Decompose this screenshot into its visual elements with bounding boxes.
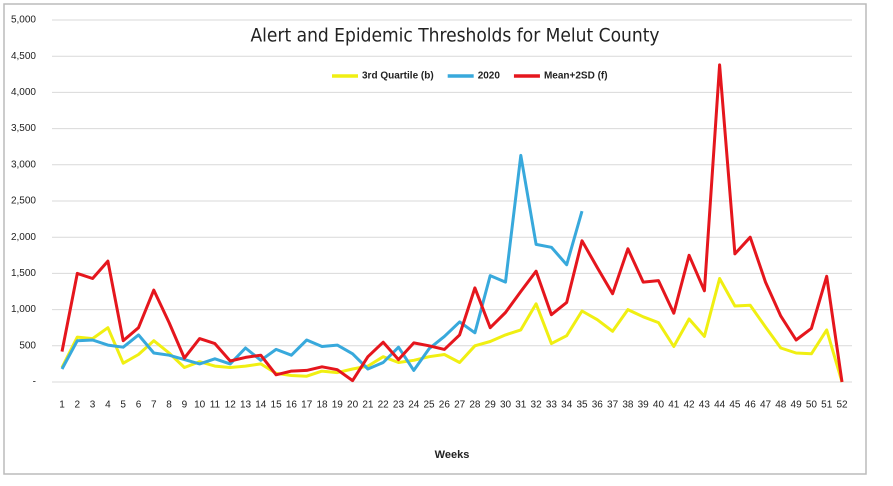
x-tick-label: 27 xyxy=(454,400,466,411)
y-tick-label: 5,000 xyxy=(11,15,36,26)
x-tick-label: 38 xyxy=(622,400,634,411)
x-tick-label: 26 xyxy=(439,400,451,411)
y-tick-label: 4,500 xyxy=(11,51,36,62)
chart-title: Alert and Epidemic Thresholds for Melut … xyxy=(250,25,659,47)
x-tick-label: 23 xyxy=(393,400,405,411)
x-axis-label: Weeks xyxy=(435,449,470,461)
x-tick-label: 37 xyxy=(607,400,619,411)
x-tick-label: 32 xyxy=(531,400,543,411)
x-tick-label: 13 xyxy=(240,400,252,411)
x-tick-label: 44 xyxy=(714,400,726,411)
x-tick-label: 15 xyxy=(271,400,283,411)
x-tick-label: 30 xyxy=(500,400,512,411)
y-tick-label: 2,000 xyxy=(11,232,36,243)
x-tick-label: 8 xyxy=(166,400,172,411)
x-tick-label: 9 xyxy=(182,400,188,411)
x-tick-label: 28 xyxy=(469,400,481,411)
y-tick-label: 4,000 xyxy=(11,87,36,98)
series-line xyxy=(60,277,844,383)
x-tick-label: 10 xyxy=(194,400,206,411)
x-tick-label: 11 xyxy=(210,400,221,411)
x-tick-label: 31 xyxy=(515,400,527,411)
x-tick-label: 40 xyxy=(653,400,665,411)
x-tick-label: 51 xyxy=(821,400,833,411)
x-tick-label: 16 xyxy=(286,400,298,411)
x-tick-label: 42 xyxy=(683,400,695,411)
x-tick-label: 17 xyxy=(301,400,313,411)
x-tick-label: 34 xyxy=(561,400,573,411)
legend-label: 2020 xyxy=(478,71,501,82)
x-tick-label: 24 xyxy=(408,400,420,411)
x-tick-label: 39 xyxy=(638,400,650,411)
x-tick-label: 20 xyxy=(347,400,359,411)
x-tick-label: 21 xyxy=(362,400,374,411)
x-tick-label: 1 xyxy=(59,400,65,411)
x-tick-label: 18 xyxy=(316,400,328,411)
x-tick-label: 43 xyxy=(699,400,711,411)
series-line xyxy=(60,153,584,372)
x-tick-label: 4 xyxy=(105,400,111,411)
x-tick-label: 33 xyxy=(546,400,558,411)
x-tick-label: 29 xyxy=(485,400,497,411)
y-tick-label: 3,000 xyxy=(11,159,36,170)
x-tick-label: 48 xyxy=(775,400,787,411)
x-tick-label: 5 xyxy=(120,400,126,411)
x-tick-label: 14 xyxy=(255,400,267,411)
x-tick-label: 46 xyxy=(745,400,757,411)
x-tick-label: 52 xyxy=(836,400,848,411)
x-tick-label: 47 xyxy=(760,400,772,411)
legend-label: 3rd Quartile (b) xyxy=(362,71,434,82)
y-tick-label: 1,000 xyxy=(11,304,36,315)
x-tick-label: 45 xyxy=(729,400,741,411)
x-tick-label: 2 xyxy=(75,400,81,411)
y-tick-label: 2,500 xyxy=(11,196,36,207)
y-tick-label: - xyxy=(33,377,36,388)
x-tick-label: 19 xyxy=(332,400,344,411)
legend-label: Mean+2SD (f) xyxy=(544,71,608,82)
x-tick-label: 7 xyxy=(151,400,157,411)
series-line xyxy=(60,63,844,383)
x-tick-label: 3 xyxy=(90,400,96,411)
y-tick-label: 500 xyxy=(19,340,36,351)
x-tick-label: 36 xyxy=(592,400,604,411)
x-tick-label: 50 xyxy=(806,400,818,411)
y-tick-label: 3,500 xyxy=(11,123,36,134)
x-tick-label: 6 xyxy=(136,400,142,411)
x-tick-label: 22 xyxy=(378,400,390,411)
x-tick-label: 35 xyxy=(576,400,588,411)
x-tick-label: 12 xyxy=(225,400,237,411)
x-tick-label: 41 xyxy=(668,400,680,411)
x-tick-label: 25 xyxy=(423,400,435,411)
x-tick-label: 49 xyxy=(791,400,803,411)
y-tick-label: 1,500 xyxy=(11,268,36,279)
